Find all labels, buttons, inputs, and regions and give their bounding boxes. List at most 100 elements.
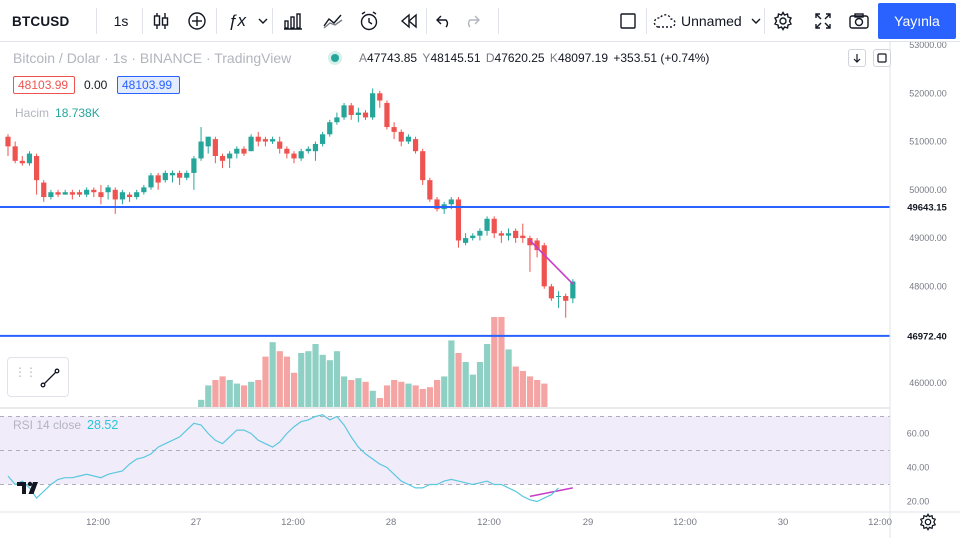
volume-bar bbox=[469, 374, 476, 407]
volume-bar bbox=[519, 371, 526, 407]
volume-bar bbox=[419, 389, 426, 407]
volume-bar bbox=[526, 376, 534, 407]
volume-bar bbox=[462, 362, 469, 407]
candle-body bbox=[148, 175, 154, 188]
volume-bar bbox=[541, 383, 548, 407]
time-axis-label: 30 bbox=[778, 517, 789, 528]
price-axis-label: 50000.00 bbox=[909, 185, 947, 195]
chart-settings-gear-icon[interactable] bbox=[919, 513, 937, 536]
volume-bar bbox=[283, 356, 291, 407]
candle-body bbox=[141, 187, 147, 193]
price-axis-label: 53000.00 bbox=[909, 42, 947, 50]
candle-body bbox=[434, 199, 440, 210]
alert-clock-icon[interactable] bbox=[356, 0, 382, 42]
candle-body bbox=[234, 148, 240, 154]
drawing-mini-panel: ⋮⋮ bbox=[7, 357, 69, 397]
volume-label: Hacim bbox=[15, 106, 50, 120]
candle-body bbox=[412, 139, 419, 152]
scroll-down-arrow-icon[interactable] bbox=[848, 49, 866, 67]
candle-body bbox=[298, 151, 304, 159]
candle-body bbox=[563, 295, 569, 301]
chevron-down-icon[interactable] bbox=[256, 0, 270, 42]
volume-bar bbox=[341, 376, 348, 407]
candle-body bbox=[112, 189, 118, 200]
candle-body bbox=[470, 235, 476, 239]
bar-replay-icon[interactable] bbox=[396, 0, 422, 42]
layout-name-button[interactable]: Unnamed bbox=[652, 0, 762, 42]
chart-area[interactable]: 53000.00 52000.00 51000.00 50000.00 49000.00… bbox=[0, 42, 960, 538]
volume-bar bbox=[455, 353, 462, 407]
axes: 53000.00 52000.00 51000.00 50000.00 49000.00… bbox=[0, 42, 960, 538]
tradingview-logo[interactable] bbox=[17, 480, 43, 501]
financials-bars-icon[interactable] bbox=[280, 0, 306, 42]
volume-bar bbox=[276, 351, 283, 407]
price-line-tag-bg bbox=[891, 328, 959, 343]
candle-body bbox=[548, 286, 554, 299]
indicators-fx-icon[interactable]: ƒx bbox=[228, 11, 246, 30]
volume-bar bbox=[269, 342, 276, 407]
candle-body bbox=[341, 105, 347, 118]
expand-arrows-icon[interactable] bbox=[810, 0, 836, 42]
price-candles bbox=[5, 88, 576, 318]
volume-bar bbox=[412, 385, 419, 407]
horizontal-lines[interactable] bbox=[0, 206, 890, 337]
candle-body bbox=[105, 187, 111, 193]
open-value: 47743.85 bbox=[367, 51, 418, 65]
candle-body bbox=[427, 180, 433, 200]
symbol-search-button[interactable]: BTCUSD bbox=[12, 13, 70, 29]
candle-body bbox=[305, 148, 311, 152]
undo-icon[interactable] bbox=[432, 0, 456, 42]
toolbar-divider bbox=[216, 8, 217, 34]
volume-legend[interactable]: Hacim 18.738K bbox=[15, 106, 100, 120]
redo-icon[interactable] bbox=[460, 0, 484, 42]
ask-price-box[interactable]: 48103.99 bbox=[117, 76, 180, 94]
candle-body bbox=[84, 189, 90, 195]
candle-body bbox=[55, 192, 61, 195]
volume-bar bbox=[240, 385, 248, 407]
drag-handle-icon[interactable]: ⋮⋮ bbox=[14, 365, 37, 379]
maximize-pane-icon[interactable] bbox=[873, 49, 891, 67]
candle-body bbox=[76, 192, 83, 195]
volume-bar bbox=[362, 381, 369, 407]
toolbar-divider bbox=[272, 8, 273, 34]
camera-snapshot-icon[interactable] bbox=[846, 0, 872, 42]
volume-bars bbox=[198, 317, 548, 407]
candle-body bbox=[241, 148, 247, 154]
settings-gear-icon[interactable] bbox=[770, 0, 796, 42]
bid-price-box[interactable]: 48103.99 bbox=[13, 76, 75, 94]
rsi-value: 28.52 bbox=[87, 418, 119, 432]
volume-bar bbox=[319, 354, 326, 407]
candles-chart-type-icon[interactable] bbox=[148, 0, 174, 42]
fullscreen-square-icon[interactable] bbox=[616, 0, 640, 42]
candle-body bbox=[184, 172, 190, 178]
interval-button[interactable]: 1s bbox=[113, 13, 129, 29]
volume-bar bbox=[441, 376, 448, 407]
spread-value: 0.00 bbox=[84, 78, 108, 92]
add-indicator-icon[interactable] bbox=[184, 0, 210, 42]
volume-bar bbox=[262, 356, 269, 407]
candle-body bbox=[291, 153, 297, 159]
volume-bar bbox=[376, 398, 383, 407]
volume-bar bbox=[434, 380, 441, 407]
candle-body bbox=[219, 156, 226, 161]
volume-bar bbox=[512, 366, 519, 407]
candle-body bbox=[555, 295, 562, 297]
candle-body bbox=[269, 139, 276, 142]
candle-body bbox=[327, 122, 333, 135]
candle-body bbox=[527, 238, 533, 246]
trend-line-tool-icon[interactable] bbox=[38, 366, 62, 395]
compare-lines-icon[interactable] bbox=[320, 0, 346, 42]
symbol-legend-title[interactable]: Bitcoin / Dolar · 1s · BINANCE · Trading… bbox=[13, 50, 292, 66]
rsi-axis-label: 40.00 bbox=[907, 463, 930, 473]
volume-bar bbox=[291, 372, 298, 407]
trend-lines[interactable] bbox=[529, 239, 574, 498]
candle-body bbox=[420, 151, 426, 181]
volume-bar bbox=[348, 380, 355, 407]
volume-bar bbox=[383, 385, 391, 407]
candle-body bbox=[126, 194, 133, 198]
close-value: 48097.19 bbox=[557, 51, 608, 65]
publish-button[interactable]: Yayınla bbox=[878, 3, 956, 39]
candle-body bbox=[484, 218, 490, 231]
rsi-legend[interactable]: RSI 14 close 28.52 bbox=[13, 418, 118, 432]
candle-body bbox=[134, 192, 140, 198]
